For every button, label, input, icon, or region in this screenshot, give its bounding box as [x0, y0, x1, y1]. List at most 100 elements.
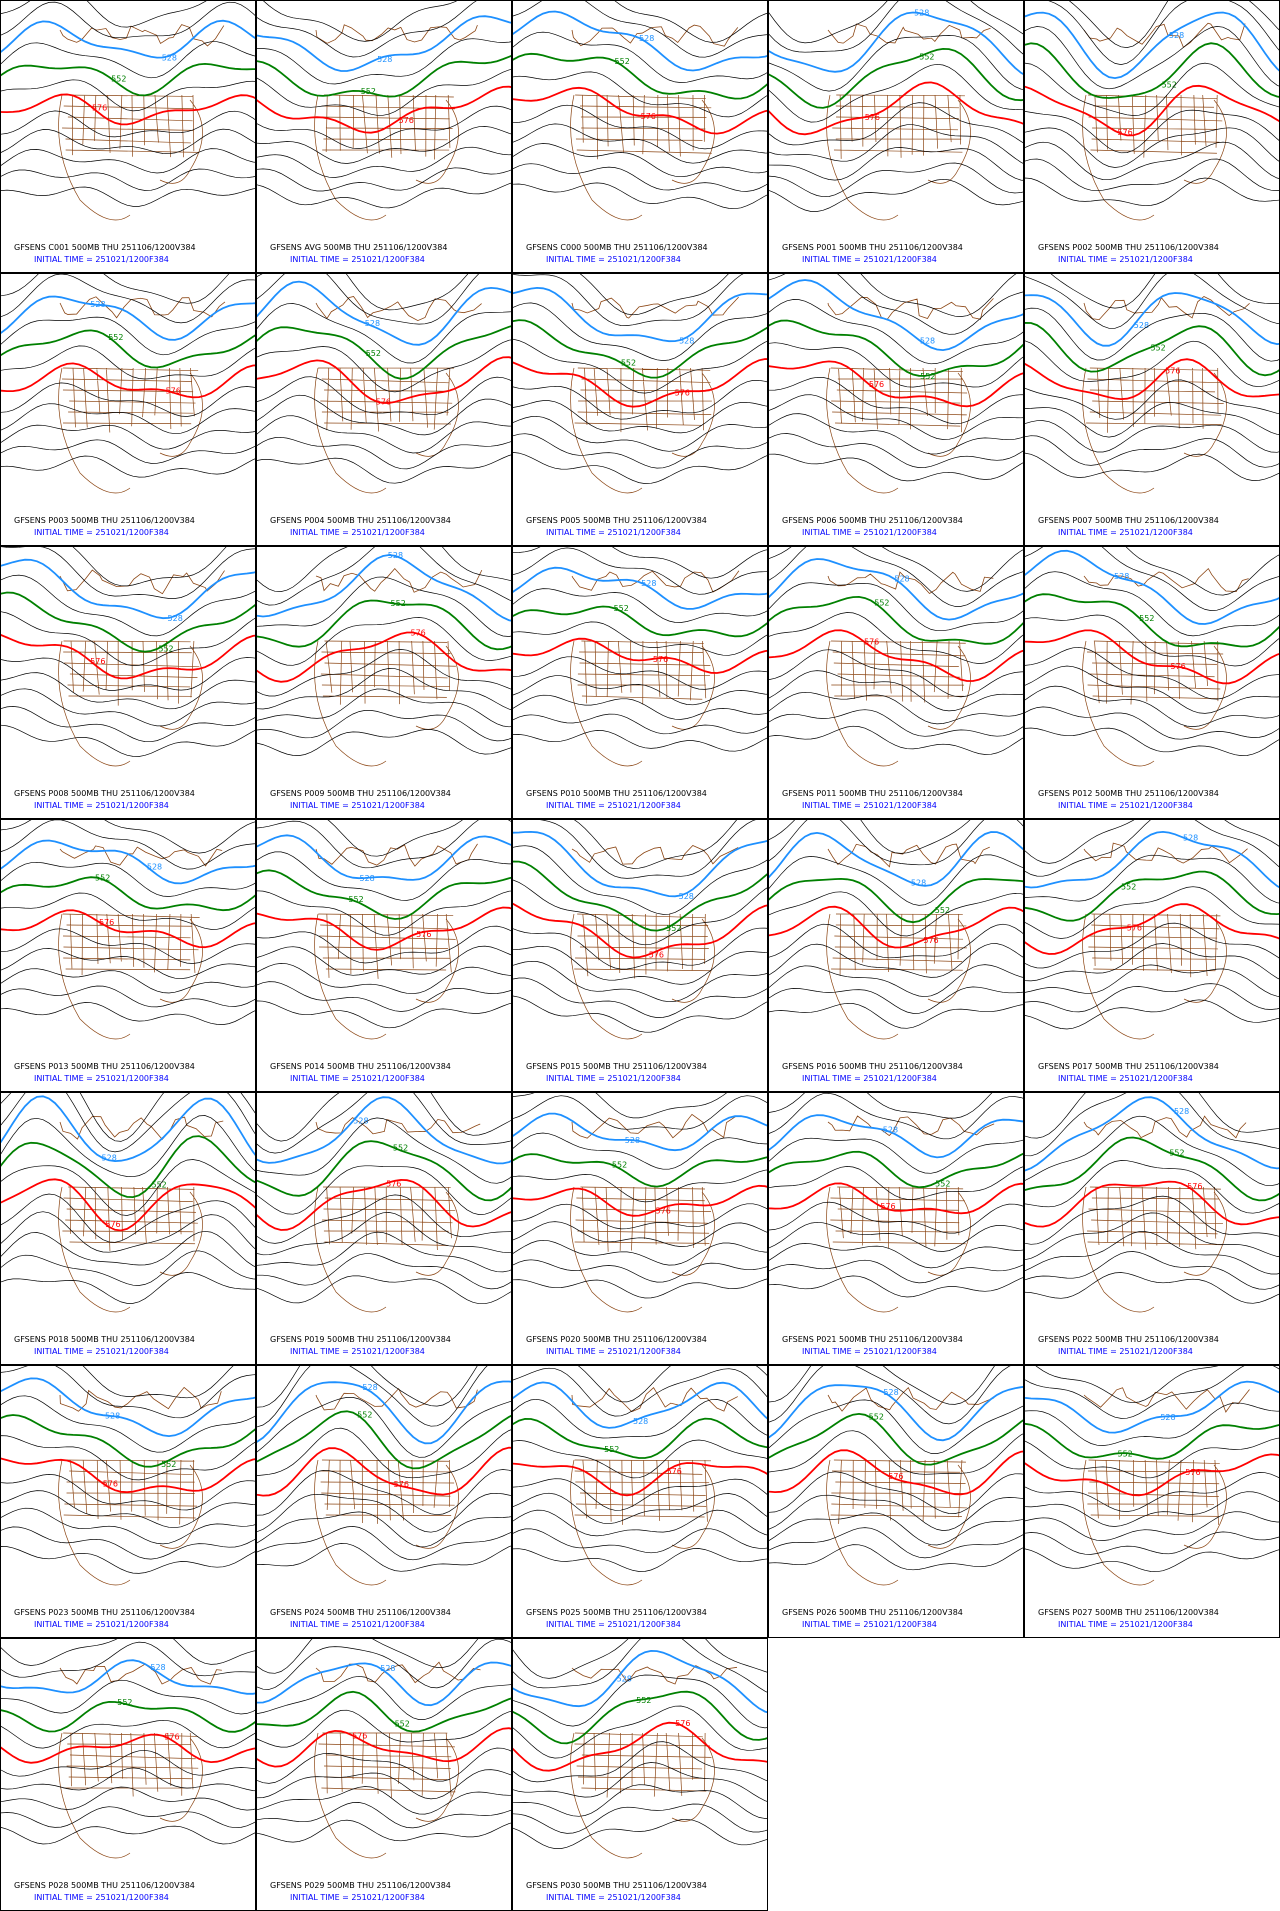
panel-init: INITIAL TIME = 251021/1200F384 [290, 1620, 425, 1629]
contour-label: 552 [117, 1698, 132, 1707]
coastline [315, 568, 483, 593]
contour [512, 1638, 768, 1679]
panel-border [1024, 0, 1280, 273]
panel-border [512, 1092, 768, 1365]
contour [512, 182, 768, 210]
contour [512, 879, 768, 946]
coastline [315, 843, 478, 867]
contour [0, 1546, 256, 1574]
panel-border [0, 819, 256, 1092]
contour-label: 552 [935, 906, 950, 915]
contour [256, 1675, 512, 1720]
contour [768, 162, 1024, 198]
contour-label: 576 [1117, 128, 1132, 137]
map-panel: 528 552 576 GFSENS P007 500MB THU 251106/12… [1024, 273, 1280, 546]
contour [0, 1638, 256, 1666]
contour [512, 637, 768, 674]
contour-label: 552 [935, 1179, 950, 1188]
contour [768, 629, 1024, 682]
map-area: 528 552 576 [0, 546, 256, 767]
coastline [59, 1116, 224, 1141]
contour [512, 163, 768, 192]
contour [256, 546, 512, 592]
contour [1024, 685, 1280, 727]
contour [512, 605, 768, 638]
coastline [59, 296, 226, 319]
map-area: 528 552 576 [1024, 1365, 1280, 1586]
map-panel: 528 552 576 GFSENS P012 500MB THU 251106/12… [1024, 546, 1280, 819]
contour [256, 1511, 512, 1548]
borders [58, 367, 203, 494]
contour-label: 576 [105, 1220, 120, 1229]
contour [256, 303, 512, 364]
borders [314, 1732, 459, 1859]
contour [512, 1462, 768, 1497]
contour [1024, 340, 1280, 388]
contour [1024, 999, 1280, 1030]
contour [256, 1769, 512, 1800]
panel-init: INITIAL TIME = 251021/1200F384 [802, 528, 937, 537]
contour-label: 552 [1121, 882, 1136, 891]
panel-border [256, 0, 512, 273]
panel-border [768, 273, 1024, 546]
contour [256, 273, 481, 325]
contour-label: 528 [380, 1664, 395, 1673]
borders [570, 1732, 715, 1859]
contour-label: 552 [357, 1411, 372, 1420]
panel-init: INITIAL TIME = 251021/1200F384 [546, 1620, 681, 1629]
contour [256, 1231, 512, 1273]
contour [768, 725, 1024, 755]
borders [314, 913, 459, 1040]
panel-init: INITIAL TIME = 251021/1200F384 [1058, 1074, 1193, 1083]
panel-title: GFSENS P011 500MB THU 251106/1200V384 [782, 789, 963, 798]
contour [256, 1092, 512, 1142]
contour [1024, 158, 1280, 192]
coastline [571, 24, 739, 47]
panel-title: GFSENS P019 500MB THU 251106/1200V384 [270, 1335, 451, 1344]
contour [256, 167, 512, 192]
contour [0, 1250, 256, 1286]
panel-init: INITIAL TIME = 251021/1200F384 [546, 255, 681, 264]
contour [0, 839, 256, 885]
contour [256, 146, 512, 178]
contour [1024, 1212, 1280, 1261]
contour [1024, 614, 1280, 667]
map-area: 528 552 576 [1024, 273, 1280, 494]
contour [0, 19, 256, 59]
contour [256, 668, 512, 711]
contour-label: 552 [108, 333, 123, 342]
map-area: 528 552 576 [0, 0, 256, 221]
contour [256, 906, 512, 951]
contour [0, 1767, 256, 1792]
contour [512, 338, 768, 394]
contour [768, 709, 1024, 737]
map-area: 528 552 576 [1024, 546, 1280, 767]
contour [256, 454, 512, 484]
coastline [59, 1663, 222, 1685]
panel-init: INITIAL TIME = 251021/1200F384 [290, 1893, 425, 1902]
map-area: 528 552 576 [0, 273, 256, 494]
contour [0, 1733, 256, 1764]
contour-label: 576 [90, 657, 105, 666]
contour [256, 68, 512, 116]
contour-label: 552 [366, 349, 381, 358]
contour [512, 104, 768, 150]
contour [512, 1478, 768, 1511]
contour [1024, 549, 1280, 625]
contour [512, 1690, 768, 1745]
contour-label: 552 [666, 924, 681, 933]
contour [578, 273, 730, 316]
map-panel: 528 552 576 GFSENS C000 500MB THU 251106/12… [512, 0, 768, 273]
map-area: 528 552 576 [0, 1365, 256, 1586]
contour [1024, 727, 1280, 756]
contour [768, 964, 1024, 998]
contour [512, 452, 768, 484]
contour-label: 576 [880, 1202, 895, 1211]
contour-label: 552 [919, 52, 934, 61]
contour [1024, 1437, 1280, 1479]
contour [1024, 1092, 1280, 1139]
contour [512, 400, 768, 434]
contour [768, 612, 1024, 664]
contour [512, 830, 768, 898]
